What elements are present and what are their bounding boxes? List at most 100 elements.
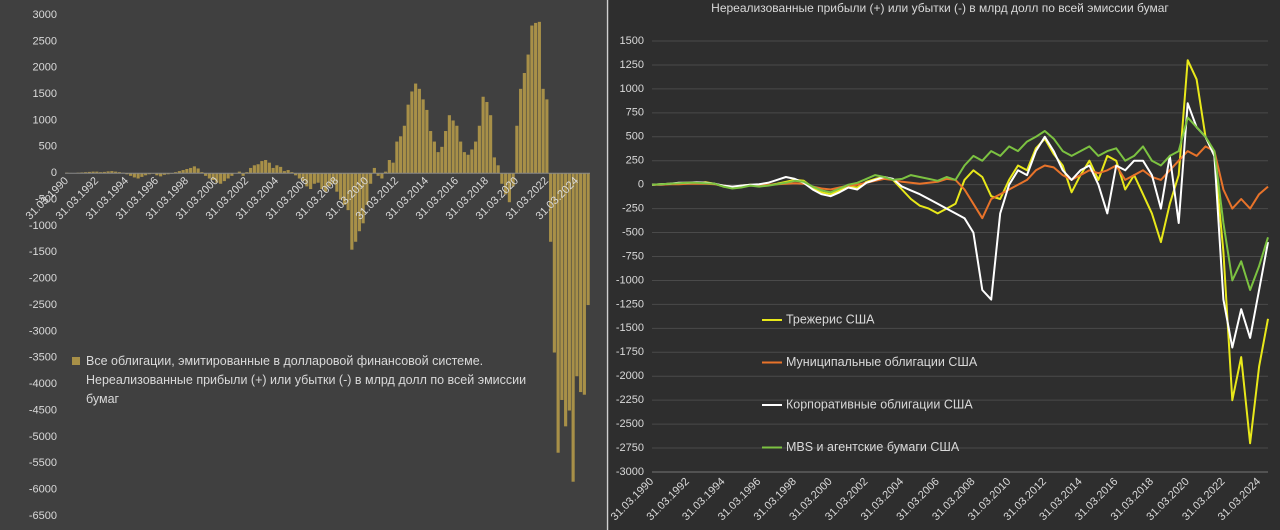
bar xyxy=(159,173,163,177)
y-tick-label: -4500 xyxy=(29,404,57,416)
bar xyxy=(564,173,568,427)
bar xyxy=(515,125,519,174)
bar xyxy=(402,125,406,174)
y-tick-label: -2500 xyxy=(29,299,57,311)
bar xyxy=(470,149,474,174)
right-panel xyxy=(609,0,1280,530)
bar xyxy=(237,171,241,174)
bar xyxy=(466,154,470,174)
bar xyxy=(500,173,504,184)
bar xyxy=(110,171,114,174)
y-tick-label: 750 xyxy=(626,107,644,119)
bar xyxy=(147,173,151,175)
bar xyxy=(440,146,444,174)
bar xyxy=(455,125,459,174)
bar xyxy=(462,152,466,174)
y-tick-label: 0 xyxy=(638,179,644,191)
bar xyxy=(132,173,136,178)
bar xyxy=(204,173,208,176)
bar xyxy=(200,172,204,174)
bar xyxy=(537,21,541,174)
bar xyxy=(406,104,410,174)
bar xyxy=(241,173,245,176)
y-tick-label: -6500 xyxy=(29,510,57,522)
bar xyxy=(342,173,346,205)
y-tick-label: -5000 xyxy=(29,431,57,443)
bar xyxy=(410,91,414,174)
bar xyxy=(155,173,159,176)
y-tick-label: 250 xyxy=(626,155,644,167)
bar xyxy=(331,173,335,184)
bar xyxy=(117,172,121,174)
bar xyxy=(586,173,590,306)
bar xyxy=(140,173,144,177)
bar xyxy=(166,173,170,175)
bar xyxy=(365,173,369,205)
bar xyxy=(399,136,403,174)
bar xyxy=(196,168,200,174)
bar xyxy=(245,172,249,174)
bar xyxy=(324,173,328,192)
bar xyxy=(136,173,140,179)
bar xyxy=(207,173,211,179)
legend-label: Корпоративные облигации США xyxy=(786,397,973,411)
bar xyxy=(417,88,421,174)
bar xyxy=(275,165,279,174)
y-tick-label: -1500 xyxy=(616,322,644,334)
y-tick-label: -4000 xyxy=(29,378,57,390)
y-tick-label: -2000 xyxy=(29,273,57,285)
bar xyxy=(174,172,178,174)
bar xyxy=(504,173,508,195)
y-tick-label: -1500 xyxy=(29,246,57,258)
bar xyxy=(125,173,129,175)
bar xyxy=(511,173,515,187)
bar xyxy=(485,102,489,174)
bar xyxy=(316,173,320,183)
y-tick-label: -1250 xyxy=(616,298,644,310)
bar xyxy=(357,173,361,232)
bar xyxy=(492,157,496,174)
bar xyxy=(575,173,579,377)
y-tick-label: -250 xyxy=(622,203,644,215)
bar xyxy=(87,171,91,174)
bar xyxy=(102,171,106,174)
bar xyxy=(447,115,451,174)
y-tick-label: 2500 xyxy=(33,35,57,47)
bar xyxy=(301,173,305,182)
bar xyxy=(545,99,549,174)
bar xyxy=(384,171,388,174)
bar xyxy=(571,173,575,482)
bar xyxy=(579,173,583,393)
line xyxy=(651,116,1269,291)
bar xyxy=(552,173,556,353)
bar xyxy=(279,166,283,174)
bar xyxy=(267,162,271,174)
bar xyxy=(185,168,189,174)
bar xyxy=(129,173,133,176)
bar xyxy=(339,173,343,200)
bar xyxy=(177,171,181,174)
bar xyxy=(249,167,253,174)
y-tick-label: -1750 xyxy=(616,346,644,358)
y-tick-label: -1000 xyxy=(616,274,644,286)
bar xyxy=(95,171,99,174)
bar xyxy=(519,88,523,174)
y-tick-label: 1000 xyxy=(33,114,57,126)
bar xyxy=(354,173,358,242)
bar xyxy=(477,125,481,174)
y-tick-label: -2250 xyxy=(616,394,644,406)
y-tick-label: 0 xyxy=(51,167,57,179)
y-tick-label: 500 xyxy=(626,131,644,143)
bar xyxy=(230,173,234,176)
bar xyxy=(530,25,534,174)
bar xyxy=(215,173,219,183)
bar xyxy=(414,83,418,174)
y-tick-label: -6000 xyxy=(29,484,57,496)
chart-title: Нереализованные прибыли (+) или убытки (… xyxy=(711,1,1169,15)
bar xyxy=(264,160,268,174)
bar xyxy=(387,160,391,174)
bar xyxy=(91,171,95,174)
bar xyxy=(181,170,185,174)
bar xyxy=(432,141,436,174)
